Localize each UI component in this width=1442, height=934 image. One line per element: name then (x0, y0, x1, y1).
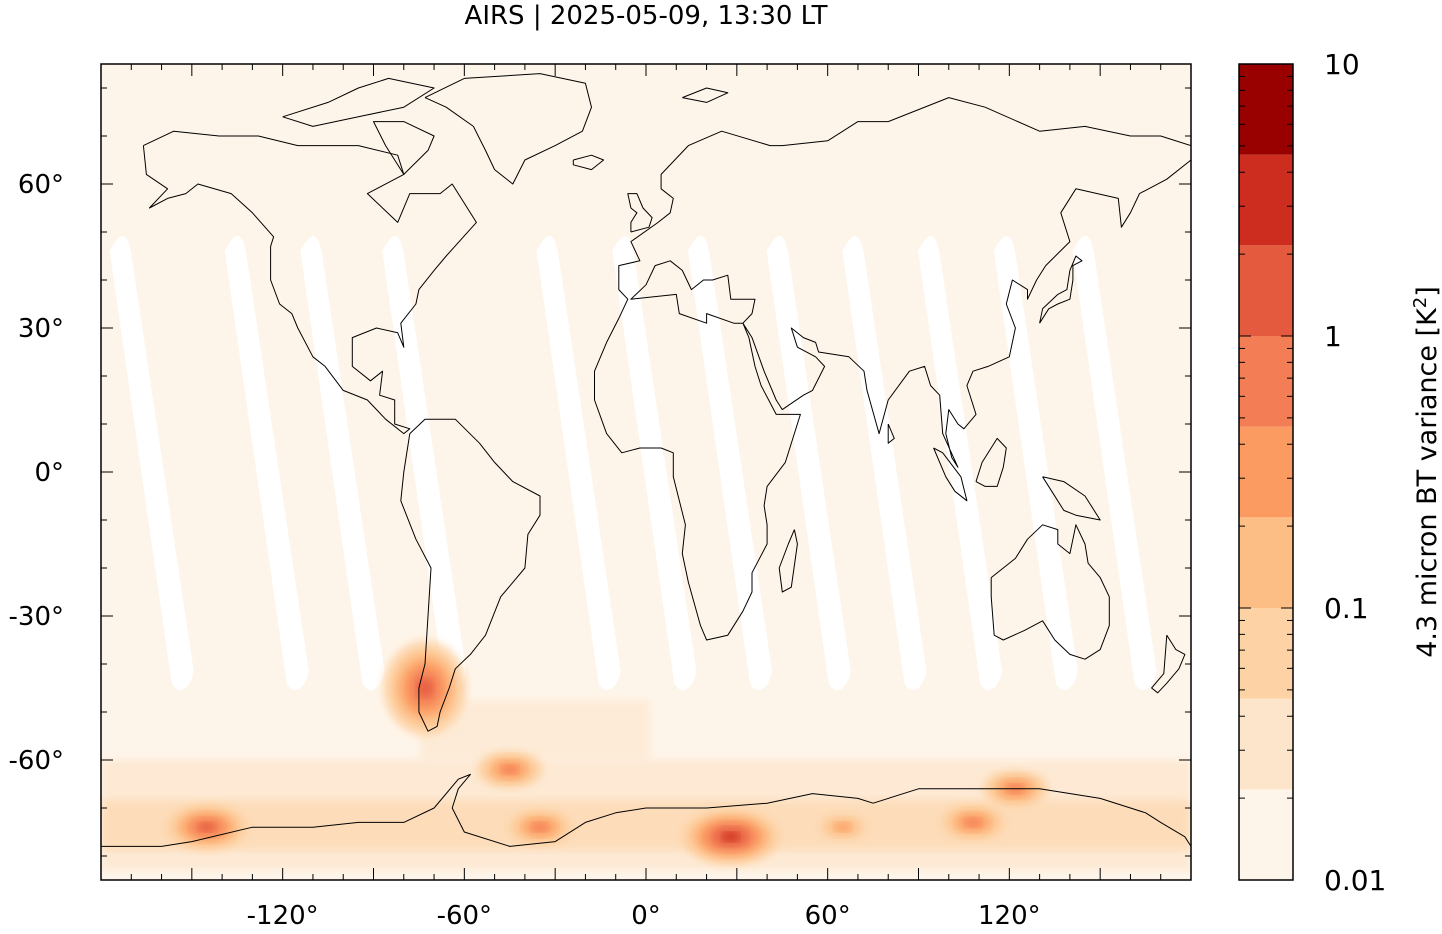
coastline-madagascar (778, 529, 798, 593)
southern-variance-field (101, 700, 1191, 870)
variance-hotspots (164, 640, 1049, 866)
hotspot-amery-level-4 (834, 822, 852, 832)
coastline-greenland (424, 73, 592, 185)
orbit-gap-5 (536, 236, 621, 690)
lon-tick-label: -120° (247, 901, 319, 930)
coastline-africa-eurasia (594, 97, 1191, 641)
colorbar-segment-8 (1239, 154, 1293, 246)
coastline-south-america (400, 418, 541, 732)
lat-tick-label: 0° (34, 458, 64, 488)
coastline-uk (627, 193, 653, 233)
orbit-gaps (109, 236, 1157, 690)
orbit-gap-12 (1072, 236, 1157, 690)
colorbar-segment-2 (1239, 698, 1293, 790)
coastline-new-guinea (1042, 476, 1101, 521)
colorbar-label: 4.3 micron BT variance [K2] (1410, 286, 1442, 658)
coastline-north-america (142, 130, 477, 435)
hotspot-patagonia-level-6 (416, 678, 434, 698)
hotspot-dronning-maud-level-7 (722, 832, 740, 842)
coastline-svalbard (682, 87, 729, 103)
colorbar-segment-3 (1239, 608, 1293, 699)
orbit-gap-11 (993, 236, 1078, 690)
coastline-baffin (373, 121, 435, 175)
orbit-gap-10 (918, 236, 1003, 690)
colorbar-tick-label: 0.01 (1324, 864, 1386, 897)
hotspot-george-v-land-level-5 (964, 817, 982, 828)
chart-title: AIRS | 2025-05-09, 13:30 LT (465, 1, 828, 31)
lat-tick-label: -30° (9, 602, 64, 632)
map-ticks (100, 64, 1192, 880)
lat-tick-label: 30° (18, 314, 64, 344)
coastline-australia (990, 524, 1110, 660)
orbit-gap-2 (224, 236, 309, 690)
lon-tick-label: 120° (978, 901, 1041, 930)
orbit-gap-3 (300, 236, 385, 690)
orbit-gap-4 (382, 236, 467, 690)
colorbar-segment-7 (1239, 245, 1293, 336)
orbit-gap-1 (109, 236, 194, 690)
coastline-japan (1039, 255, 1083, 324)
coastline-antarctica (101, 773, 1191, 847)
colorbar-segment-4 (1239, 517, 1293, 608)
lon-tick-label: 60° (805, 901, 851, 930)
coastline-iceland (572, 154, 605, 171)
hotspot-drake-passage-level-5 (501, 764, 519, 775)
orbit-gap-9 (842, 236, 927, 690)
colorbar (1239, 64, 1293, 880)
lat-tick-label: -60° (9, 746, 64, 776)
colorbar-tick-labels: 10 1 0.1 0.01 (1324, 48, 1386, 897)
hotspot-ross-ice-shelf-level-6 (198, 822, 216, 832)
coastline-new-zealand (1151, 634, 1186, 694)
colorbar-segment-9 (1239, 64, 1293, 155)
colorbar-segment-5 (1239, 426, 1293, 518)
map-panel (101, 64, 1191, 880)
colorbar-ticks (1239, 75, 1293, 881)
colorbar-segment-1 (1239, 789, 1293, 880)
coastline-borneo (975, 437, 1007, 487)
hotspot-weddell-sea-level-5 (531, 822, 549, 832)
colorbar-tick-label: 0.1 (1324, 592, 1369, 625)
orbit-gap-6 (612, 236, 697, 690)
colorbar-frame (1238, 63, 1294, 881)
lat-tick-label: 60° (18, 170, 64, 200)
lon-tick-label: 0° (631, 901, 661, 930)
coastline-sumatra (933, 447, 968, 502)
map-tick-labels: -120° -60° 0° 60° 120° 60° 30° 0° -30° -60° (9, 170, 1041, 931)
lon-tick-label: -60° (437, 901, 492, 930)
colorbar-segment-6 (1239, 336, 1293, 427)
colorbar-tick-label: 1 (1324, 320, 1342, 353)
coastlines (101, 73, 1191, 847)
orbit-gap-7 (688, 236, 773, 690)
colorbar-tick-label: 10 (1324, 48, 1360, 81)
coastline-arctic-islands (282, 77, 435, 127)
orbit-gap-8 (766, 236, 851, 690)
coastline-sri-lanka (887, 423, 895, 444)
